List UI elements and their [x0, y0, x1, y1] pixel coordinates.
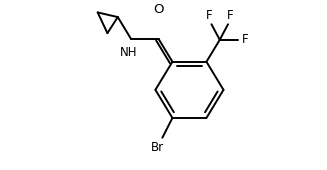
Text: NH: NH — [120, 46, 138, 59]
Text: F: F — [227, 9, 233, 22]
Text: F: F — [206, 9, 213, 22]
Text: F: F — [242, 33, 249, 46]
Text: Br: Br — [151, 141, 164, 154]
Text: O: O — [153, 3, 164, 16]
